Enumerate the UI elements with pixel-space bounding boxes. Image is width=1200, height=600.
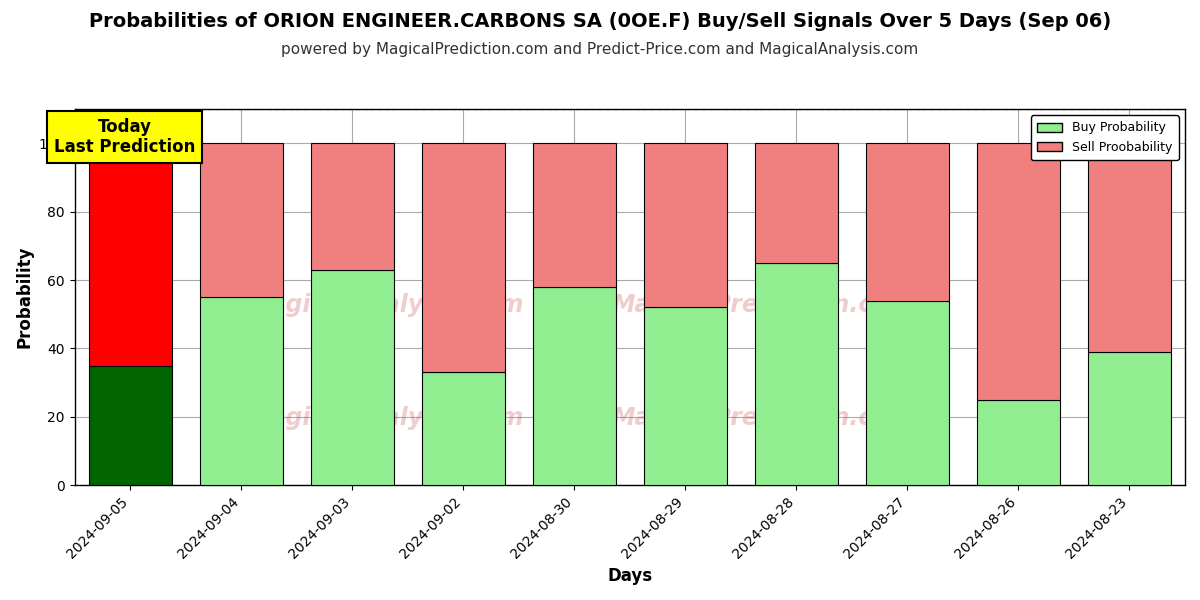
Bar (199, 297, 283, 485)
Bar (865, 301, 949, 485)
Text: MagicalAnalysis.com: MagicalAnalysis.com (247, 293, 524, 317)
Text: MagicalPrediction.com: MagicalPrediction.com (612, 293, 914, 317)
Text: Probabilities of ORION ENGINEER.CARBONS SA (0OE.F) Buy/Sell Signals Over 5 Days : Probabilities of ORION ENGINEER.CARBONS … (89, 12, 1111, 31)
Bar (1088, 143, 1171, 352)
Bar (421, 373, 505, 485)
Bar (1088, 352, 1171, 485)
Bar (89, 143, 172, 365)
Text: Today
Last Prediction: Today Last Prediction (54, 118, 196, 157)
Legend: Buy Probability, Sell Proobability: Buy Probability, Sell Proobability (1031, 115, 1178, 160)
Bar (89, 365, 172, 485)
Bar (421, 143, 505, 373)
Text: powered by MagicalPrediction.com and Predict-Price.com and MagicalAnalysis.com: powered by MagicalPrediction.com and Pre… (281, 42, 919, 57)
Bar (533, 143, 616, 287)
Bar (533, 287, 616, 485)
Text: MagicalPrediction.com: MagicalPrediction.com (612, 406, 914, 430)
Bar (311, 270, 394, 485)
Bar (755, 143, 838, 263)
Bar (643, 307, 727, 485)
Text: MagicalAnalysis.com: MagicalAnalysis.com (247, 406, 524, 430)
Y-axis label: Probability: Probability (16, 246, 34, 349)
X-axis label: Days: Days (607, 567, 653, 585)
Bar (199, 143, 283, 297)
Bar (977, 143, 1060, 400)
Bar (755, 263, 838, 485)
Bar (865, 143, 949, 301)
Bar (977, 400, 1060, 485)
Bar (311, 143, 394, 270)
Bar (643, 143, 727, 307)
